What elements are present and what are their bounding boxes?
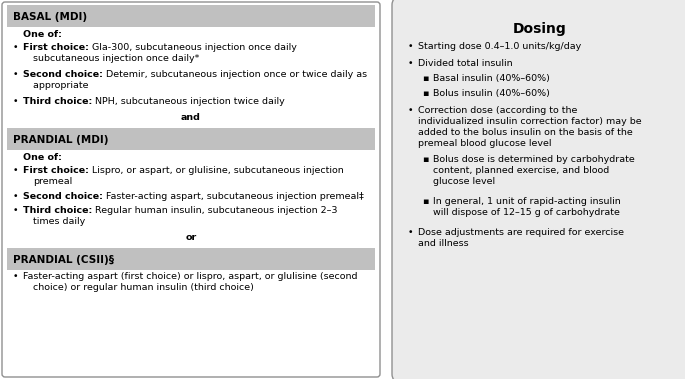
- Text: Third choice:: Third choice:: [23, 97, 92, 106]
- Text: •: •: [13, 192, 18, 201]
- Text: individualized insulin correction factor) may be: individualized insulin correction factor…: [418, 117, 642, 126]
- Text: Starting dose 0.4–1.0 units/kg/day: Starting dose 0.4–1.0 units/kg/day: [418, 42, 582, 51]
- Text: First choice:: First choice:: [23, 43, 89, 52]
- Text: •: •: [13, 70, 18, 79]
- Text: •: •: [408, 106, 414, 115]
- Text: Dosing: Dosing: [513, 22, 567, 36]
- Text: Bolus dose is determined by carbohydrate: Bolus dose is determined by carbohydrate: [433, 155, 635, 164]
- Text: •: •: [13, 206, 18, 215]
- Text: •: •: [13, 166, 18, 175]
- Text: and illness: and illness: [418, 239, 469, 248]
- Text: appropriate: appropriate: [33, 81, 92, 90]
- Text: ▪: ▪: [422, 197, 429, 206]
- Text: Second choice:: Second choice:: [23, 192, 103, 201]
- Text: subcutaneous injection once daily*: subcutaneous injection once daily*: [33, 54, 202, 63]
- Text: Lispro, or aspart, or glulisine, subcutaneous injection: Lispro, or aspart, or glulisine, subcuta…: [89, 166, 344, 175]
- Text: ▪: ▪: [422, 89, 429, 98]
- Text: NPH, subcutaneous injection twice daily: NPH, subcutaneous injection twice daily: [92, 97, 285, 106]
- Bar: [7, 248, 375, 270]
- Text: •: •: [408, 228, 414, 237]
- Text: First choice:: First choice:: [23, 166, 89, 175]
- Text: premeal blood glucose level: premeal blood glucose level: [418, 139, 551, 148]
- Text: In general, 1 unit of rapid-acting insulin: In general, 1 unit of rapid-acting insul…: [433, 197, 621, 206]
- Text: Detemir, subcutaneous injection once or twice daily as: Detemir, subcutaneous injection once or …: [103, 70, 367, 79]
- Text: One of:: One of:: [23, 30, 62, 39]
- Text: PRANDIAL (MDI): PRANDIAL (MDI): [13, 135, 108, 145]
- Text: or: or: [186, 233, 197, 242]
- Text: Dose adjustments are required for exercise: Dose adjustments are required for exerci…: [418, 228, 624, 237]
- Text: Second choice:: Second choice:: [23, 70, 103, 79]
- Bar: [7, 5, 375, 27]
- Text: •: •: [408, 42, 414, 51]
- Text: Third choice:: Third choice:: [23, 206, 92, 215]
- Text: •: •: [13, 272, 18, 281]
- FancyBboxPatch shape: [2, 2, 380, 377]
- Text: ▪: ▪: [422, 74, 429, 83]
- Text: Faster-acting aspart, subcutaneous injection premeal‡: Faster-acting aspart, subcutaneous injec…: [103, 192, 364, 201]
- Text: •: •: [408, 59, 414, 68]
- Text: Correction dose (according to the: Correction dose (according to the: [418, 106, 577, 115]
- Text: glucose level: glucose level: [433, 177, 495, 186]
- Text: choice) or regular human insulin (third choice): choice) or regular human insulin (third …: [33, 283, 254, 292]
- Text: Basal insulin (40%–60%): Basal insulin (40%–60%): [433, 74, 550, 83]
- FancyBboxPatch shape: [392, 0, 685, 379]
- Bar: [7, 128, 375, 150]
- Text: •: •: [13, 43, 18, 52]
- Text: and: and: [181, 113, 201, 122]
- Text: Regular human insulin, subcutaneous injection 2–3: Regular human insulin, subcutaneous inje…: [92, 206, 338, 215]
- Text: times daily: times daily: [33, 217, 85, 226]
- Text: content, planned exercise, and blood: content, planned exercise, and blood: [433, 166, 609, 175]
- Text: will dispose of 12–15 g of carbohydrate: will dispose of 12–15 g of carbohydrate: [433, 208, 620, 217]
- Text: added to the bolus insulin on the basis of the: added to the bolus insulin on the basis …: [418, 128, 633, 137]
- Text: premeal: premeal: [33, 177, 72, 186]
- Text: BASAL (MDI): BASAL (MDI): [13, 12, 87, 22]
- Text: PRANDIAL (CSII)§: PRANDIAL (CSII)§: [13, 255, 114, 265]
- Text: Gla-300, subcutaneous injection once daily: Gla-300, subcutaneous injection once dai…: [89, 43, 300, 52]
- Text: Divided total insulin: Divided total insulin: [418, 59, 512, 68]
- Text: ▪: ▪: [422, 155, 429, 164]
- Text: One of:: One of:: [23, 153, 62, 162]
- Text: •: •: [13, 97, 18, 106]
- Text: Bolus insulin (40%–60%): Bolus insulin (40%–60%): [433, 89, 550, 98]
- Text: Faster-acting aspart (first choice) or lispro, aspart, or glulisine (second: Faster-acting aspart (first choice) or l…: [23, 272, 358, 281]
